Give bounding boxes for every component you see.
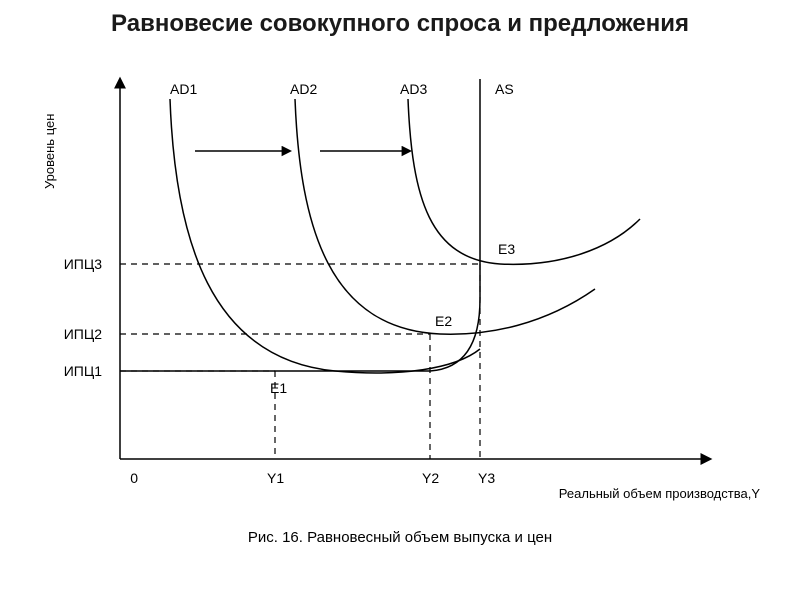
e1-label: E1 bbox=[270, 380, 287, 396]
xtick-y1: Y1 bbox=[267, 470, 284, 486]
ad3-label: AD3 bbox=[400, 81, 427, 97]
figure-caption: Рис. 16. Равновесный объем выпуска и цен bbox=[0, 529, 800, 546]
ad1-label: AD1 bbox=[170, 81, 197, 97]
e2-label: E2 bbox=[435, 313, 452, 329]
chart-container: Уровень цен AD1 AD2 AD3 AS E1 E2 E3 ИПЦ1 ИПЦ2 ИПЦ… bbox=[0, 39, 800, 559]
origin-label: 0 bbox=[130, 470, 138, 486]
y-axis-label: Уровень цен bbox=[42, 113, 57, 188]
as-label: AS bbox=[495, 81, 514, 97]
ytick-ipc1: ИПЦ1 bbox=[64, 363, 102, 379]
ad2-curve bbox=[295, 99, 595, 334]
ad2-label: AD2 bbox=[290, 81, 317, 97]
x-axis-label: Реальный объем производства,Y bbox=[559, 486, 760, 501]
ad1-curve bbox=[170, 99, 480, 373]
ad3-curve bbox=[408, 99, 640, 264]
ytick-ipc2: ИПЦ2 bbox=[64, 326, 102, 342]
e3-label: E3 bbox=[498, 241, 515, 257]
xtick-y2: Y2 bbox=[422, 470, 439, 486]
ytick-ipc3: ИПЦ3 bbox=[64, 256, 102, 272]
xtick-y3: Y3 bbox=[478, 470, 495, 486]
as-curve bbox=[120, 79, 480, 371]
ad-as-diagram: AD1 AD2 AD3 AS E1 E2 E3 ИПЦ1 ИПЦ2 ИПЦ3 Y1 Y2 Y3 0 bbox=[0, 39, 800, 509]
page-title: Равновесие совокупного спроса и предложе… bbox=[0, 0, 800, 39]
